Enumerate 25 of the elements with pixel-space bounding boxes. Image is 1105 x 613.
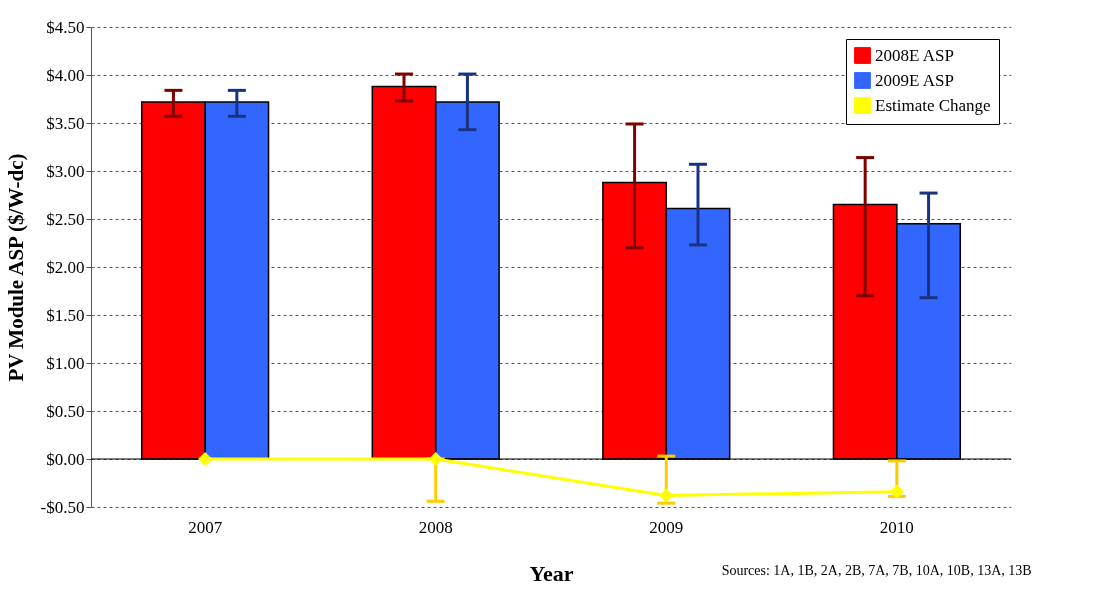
y-tick-label: $2.50 bbox=[46, 209, 85, 229]
legend-label: Estimate Change bbox=[875, 95, 991, 115]
y-tick-label: -$0.50 bbox=[40, 497, 85, 517]
y-tick-label: $0.50 bbox=[46, 401, 85, 421]
y-tick-label: $1.50 bbox=[46, 305, 85, 325]
point bbox=[659, 488, 674, 503]
y-tick-label: $1.00 bbox=[46, 353, 85, 373]
x-tick-label: 2007 bbox=[188, 517, 223, 537]
y-tick-label: $4.50 bbox=[46, 17, 85, 37]
x-tick-label: 2009 bbox=[649, 517, 684, 537]
y-tick-label: $3.00 bbox=[46, 161, 85, 181]
legend-label: 2008E ASP bbox=[875, 45, 954, 65]
x-axis-title: Year bbox=[529, 560, 574, 586]
x-tick-label: 2010 bbox=[879, 517, 914, 537]
source-note: Sources: 1A, 1B, 2A, 2B, 7A, 7B, 10A, 10B, 13A, 13B bbox=[721, 563, 1032, 578]
point bbox=[198, 451, 213, 467]
x-tick-label: 2008 bbox=[418, 517, 453, 537]
point bbox=[428, 451, 443, 467]
y-tick-label: $4.00 bbox=[46, 65, 85, 85]
y-tick-label: $2.00 bbox=[46, 257, 85, 277]
y-tick-label: $0.00 bbox=[46, 449, 85, 469]
y-axis-title: PV Module ASP ($/W-dc) bbox=[3, 153, 28, 382]
y-tick-label: $3.50 bbox=[46, 113, 85, 133]
point bbox=[889, 484, 904, 499]
legend-label: 2009E ASP bbox=[875, 70, 954, 90]
